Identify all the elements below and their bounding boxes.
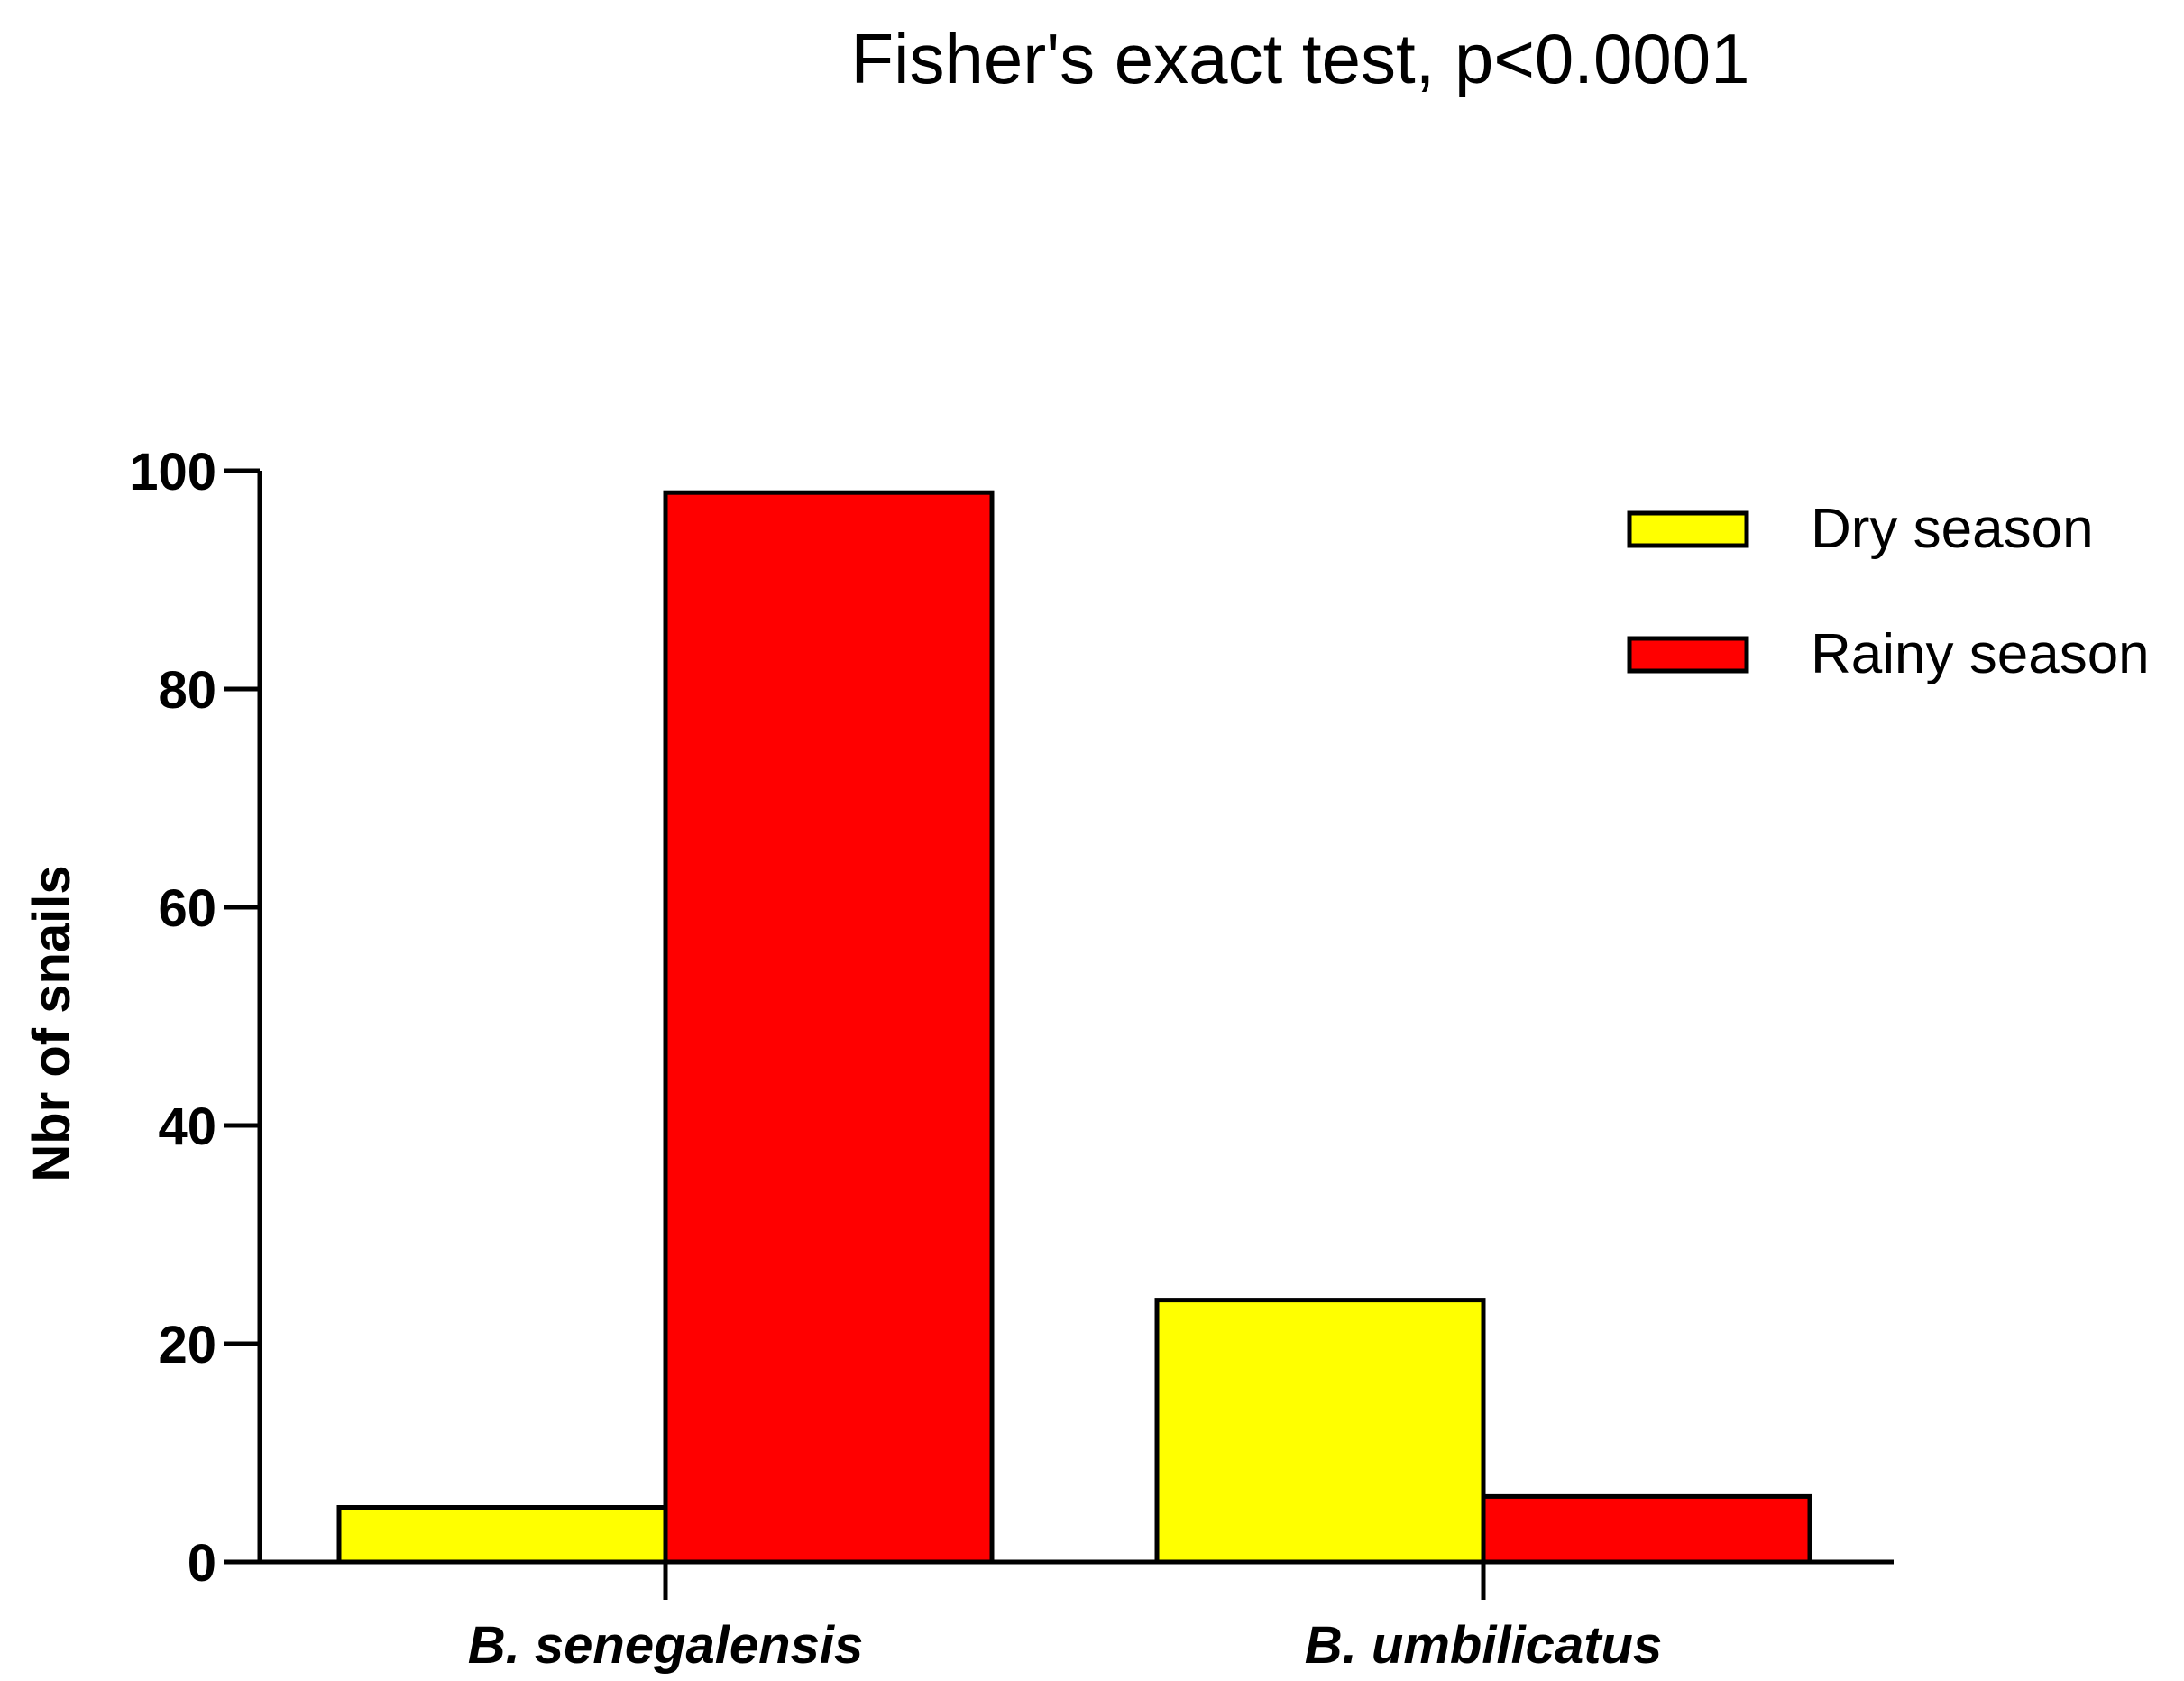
x-category-label-0: B. senegalensis bbox=[468, 1616, 863, 1675]
x-category-label-1: B. umbilicatus bbox=[1305, 1616, 1662, 1675]
x-labels-group: B. senegalensis B. umbilicatus bbox=[468, 1562, 1662, 1675]
y-ticks-group: 0 20 40 60 80 100 bbox=[129, 443, 260, 1593]
bar-rainy-season-0 bbox=[663, 490, 995, 1565]
legend-swatch-dry-season bbox=[1627, 510, 1749, 548]
legend: Dry season Rainy season bbox=[1627, 498, 2150, 685]
bar-rainy-season-1 bbox=[1481, 1493, 1812, 1565]
bars-group bbox=[336, 490, 1812, 1565]
y-tick-label-0: 0 bbox=[188, 1534, 216, 1593]
y-tick-label-20: 20 bbox=[158, 1316, 216, 1374]
y-tick-label-80: 80 bbox=[158, 661, 216, 720]
legend-label-rainy-season: Rainy season bbox=[1811, 623, 2150, 685]
y-axis-label: Nbr of snails bbox=[23, 865, 81, 1181]
legend-swatch-rainy-season bbox=[1627, 636, 1749, 674]
y-tick-label-40: 40 bbox=[158, 1098, 216, 1156]
axes-group bbox=[224, 471, 1894, 1565]
bar-dry-season-1 bbox=[1154, 1298, 1486, 1565]
legend-label-dry-season: Dry season bbox=[1811, 498, 2094, 560]
y-tick-label-60: 60 bbox=[158, 879, 216, 938]
bar-dry-season-0 bbox=[336, 1505, 668, 1565]
y-tick-label-100: 100 bbox=[129, 443, 216, 501]
chart-title: Fisher's exact test, p<0.0001 bbox=[851, 19, 1750, 98]
